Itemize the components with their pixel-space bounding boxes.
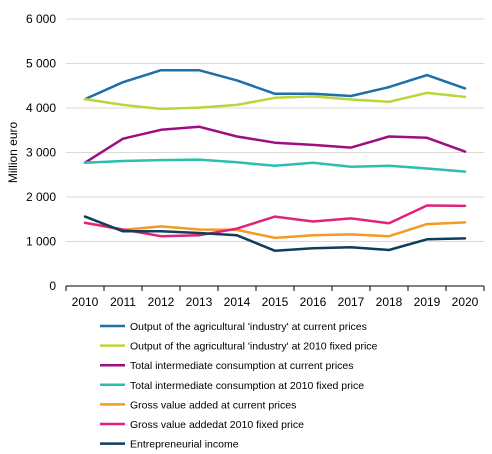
y-tick-label: 0 <box>49 279 56 293</box>
x-tick-label: 2010 <box>72 295 99 309</box>
x-tick-label: 2013 <box>186 295 213 309</box>
x-tick-label: 2015 <box>262 295 289 309</box>
y-axis-label: Million euro <box>6 121 20 183</box>
legend-entry: Entrepreneurial income <box>130 439 239 451</box>
gridlines <box>66 18 484 242</box>
legend-entry: Gross value added at current prices <box>130 399 296 411</box>
y-tick-label: 4 000 <box>26 101 56 115</box>
y-tick-label: 2 000 <box>26 190 56 204</box>
series-line <box>83 215 467 253</box>
x-tick-label: 2018 <box>376 295 403 309</box>
x-tick-label: 2019 <box>414 295 441 309</box>
series-lines <box>83 68 467 253</box>
legend-entry: Output of the agricultural 'industry' at… <box>130 321 367 333</box>
legend-entry: Gross value addedat 2010 fixed price <box>130 419 304 431</box>
y-tick-label: 1 000 <box>26 235 56 249</box>
x-tick-label: 2012 <box>148 295 175 309</box>
y-axis: 0 1 000 2 000 3 000 4 000 5 000 6 000 <box>26 12 56 293</box>
y-tick-label: 5 000 <box>26 57 56 71</box>
legend-entry: Total intermediate consumption at 2010 f… <box>130 380 364 392</box>
y-tick-label: 3 000 <box>26 146 56 160</box>
series-line <box>83 158 467 173</box>
legend: Output of the agricultural 'industry' at… <box>100 321 378 451</box>
legend-entry: Total intermediate consumption at curren… <box>130 360 354 372</box>
series-line <box>83 204 467 238</box>
x-tick-label: 2011 <box>110 295 136 309</box>
series-line <box>83 221 467 240</box>
series-line <box>83 125 467 164</box>
series-line <box>83 91 467 111</box>
legend-entry: Output of the agricultural 'industry' at… <box>130 341 378 353</box>
x-tick-label: 2014 <box>224 295 251 309</box>
x-tick-label: 2020 <box>452 295 479 309</box>
x-tick-label: 2016 <box>300 295 327 309</box>
x-axis: 2010 2011 2012 2013 2014 2015 2016 2017 2018 2019… <box>65 285 485 309</box>
x-tick-label: 2017 <box>338 295 365 309</box>
y-tick-label: 6 000 <box>26 12 56 26</box>
series-line <box>83 68 467 101</box>
